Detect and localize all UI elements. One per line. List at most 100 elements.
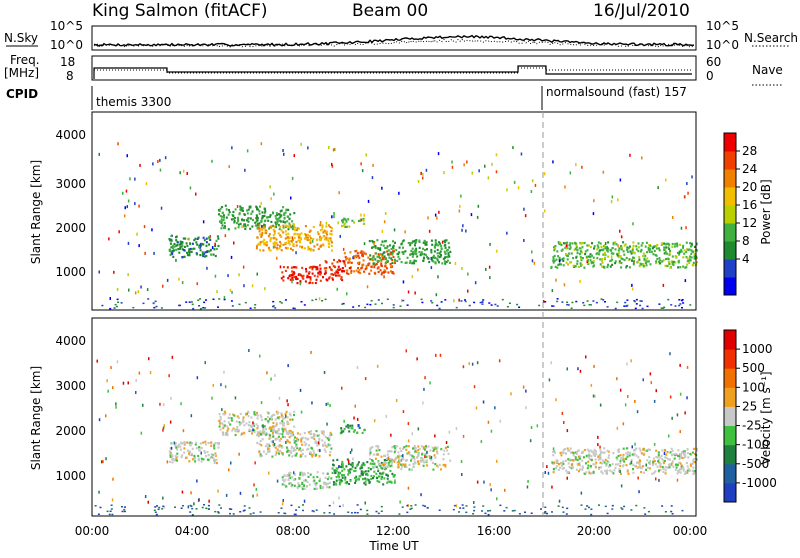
heatmap-cell xyxy=(444,251,447,255)
scatter-cell xyxy=(140,431,143,435)
ground-scatter-cell xyxy=(366,513,369,515)
heatmap-cell xyxy=(562,264,565,267)
heatmap-cell xyxy=(606,266,609,269)
heatmap-region-2 xyxy=(255,430,333,458)
heatmap-cell xyxy=(218,422,221,425)
heatmap-cell xyxy=(631,247,634,250)
heatmap-cell xyxy=(193,239,196,242)
heatmap-cell xyxy=(666,252,668,255)
heatmap-cell xyxy=(380,475,383,478)
heatmap-cell xyxy=(385,457,388,460)
heatmap-cell xyxy=(244,225,247,228)
heatmap-cell xyxy=(369,457,371,461)
heatmap-cell xyxy=(366,478,369,481)
heatmap-cell xyxy=(341,221,344,224)
heatmap-cell xyxy=(364,477,367,480)
scatter-cell xyxy=(195,192,197,196)
heatmap-cell xyxy=(652,253,655,256)
heatmap-cell xyxy=(686,452,689,455)
heatmap-cell xyxy=(686,257,689,260)
ground-scatter-cell xyxy=(420,298,423,301)
scatter-cell xyxy=(566,476,568,480)
heatmap-cell xyxy=(436,257,439,260)
heatmap-cell xyxy=(328,276,331,279)
heatmap-cell xyxy=(307,447,310,450)
heatmap-cell xyxy=(260,235,263,238)
heatmap-cell xyxy=(300,238,303,241)
heatmap-cell xyxy=(693,458,696,461)
heatmap-cell xyxy=(625,464,628,467)
heatmap-cell xyxy=(338,478,341,481)
heatmap-cell xyxy=(274,425,277,428)
heatmap-cell xyxy=(345,220,348,223)
scatter-cell xyxy=(579,369,582,373)
heatmap-cell xyxy=(218,413,221,416)
heatmap-cell xyxy=(313,435,316,438)
scatter-cell xyxy=(422,176,424,180)
heatmap-cell xyxy=(384,454,387,457)
heatmap-cell xyxy=(410,249,413,252)
heatmap-cell xyxy=(597,455,600,458)
heatmap-cell xyxy=(243,424,246,427)
heatmap-cell xyxy=(428,260,431,264)
heatmap-cell xyxy=(258,212,261,215)
ground-scatter-cell xyxy=(616,301,619,304)
nsky-tick-bottom: 10^0 xyxy=(50,38,83,52)
colorbar-swatch xyxy=(724,241,736,260)
scatter-cell xyxy=(676,478,679,482)
scatter-cell xyxy=(295,251,297,255)
heatmap-cell xyxy=(227,427,230,430)
colorbar-tick-label: 100 xyxy=(742,380,765,394)
heatmap-cell xyxy=(344,478,347,481)
heatmap-cell xyxy=(690,464,692,467)
heatmap-cell xyxy=(344,481,347,484)
heatmap-region-2 xyxy=(255,224,333,252)
heatmap-cell xyxy=(448,261,451,264)
heatmap-cell xyxy=(376,477,379,480)
heatmap-cell xyxy=(365,253,367,256)
heatmap-cell xyxy=(600,470,603,473)
scatter-cell xyxy=(187,505,190,509)
heatmap-cell xyxy=(376,239,379,242)
heatmap-cell xyxy=(200,460,203,463)
heatmap-cell xyxy=(369,462,372,465)
ground-scatter-cell xyxy=(487,510,489,512)
scatter-cell xyxy=(619,229,621,233)
heatmap-cell xyxy=(577,265,580,268)
power-ytick-4000: 4000 xyxy=(55,128,86,142)
scatter-cell xyxy=(325,402,327,406)
heatmap-cell xyxy=(338,475,341,479)
heatmap-cell xyxy=(622,458,625,461)
heatmap-cell xyxy=(332,265,335,268)
heatmap-cell xyxy=(307,437,310,440)
scatter-cell xyxy=(441,240,444,244)
heatmap-cell xyxy=(412,456,415,459)
heatmap-cell xyxy=(434,262,437,265)
heatmap-cell xyxy=(373,462,376,465)
heatmap-cell xyxy=(350,269,353,273)
heatmap-cell xyxy=(259,233,262,236)
scatter-cell xyxy=(153,251,155,255)
heatmap-cell xyxy=(611,258,614,261)
scatter-cell xyxy=(462,224,464,228)
freq-tick-bottom: 8 xyxy=(66,69,74,83)
heatmap-cell xyxy=(632,241,635,244)
heatmap-cell xyxy=(593,264,595,267)
heatmap-cell xyxy=(316,231,319,234)
scatter-cell xyxy=(214,274,217,278)
scatter-cell xyxy=(211,246,214,249)
heatmap-cell xyxy=(688,261,691,265)
heatmap-cell xyxy=(209,238,212,241)
heatmap-cell xyxy=(313,482,316,485)
heatmap-cell xyxy=(594,466,597,469)
scatter-cell xyxy=(462,365,465,369)
scatter-cell xyxy=(422,401,424,405)
heatmap-cell xyxy=(312,237,315,240)
heatmap-cell xyxy=(605,470,608,473)
heatmap-cell xyxy=(313,274,316,277)
heatmap-cell xyxy=(225,216,228,219)
heatmap-cell xyxy=(265,433,268,436)
heatmap-cell xyxy=(319,484,322,487)
heatmap-cell xyxy=(259,455,262,458)
scatter-cell xyxy=(672,216,674,219)
